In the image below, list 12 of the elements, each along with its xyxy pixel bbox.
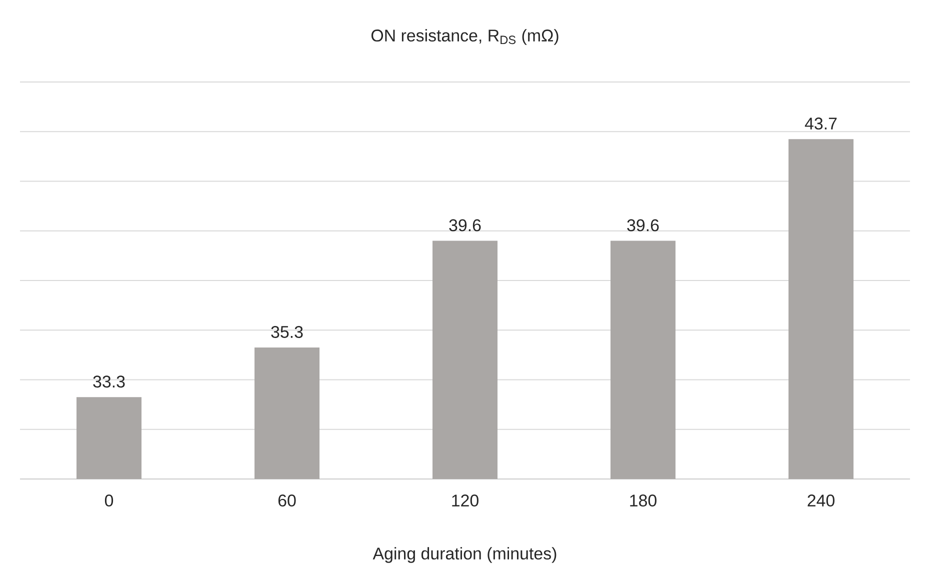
data-label: 33.3: [93, 376, 125, 388]
x-tick-label: 240: [808, 494, 834, 507]
data-label: 43.7: [804, 118, 837, 130]
x-tick-label: 120: [452, 494, 478, 507]
data-label: 39.6: [449, 219, 481, 232]
x-axis-title: Aging duration (minutes): [372, 547, 556, 563]
x-tick-label: 60: [278, 494, 296, 507]
x-tick-label: 180: [630, 494, 656, 507]
data-label: 39.6: [627, 219, 659, 232]
chart-title: ON resistance, R$_{DS}$ (mΩ): [371, 29, 558, 45]
data-label: 35.3: [271, 326, 303, 338]
x-tick-label: 0: [104, 494, 114, 507]
